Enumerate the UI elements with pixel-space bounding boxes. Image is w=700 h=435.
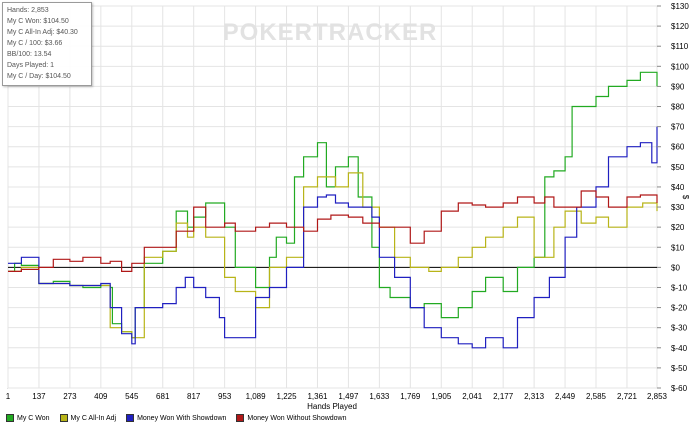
x-tick-label: 2,585 [586, 392, 607, 401]
x-tick-label: 273 [63, 392, 77, 401]
y-tick-label: $70 [671, 123, 685, 132]
y-tick-label: $50 [671, 163, 685, 172]
x-tick-label: 1 [6, 392, 11, 401]
legend-label: Money Won Without Showdown [247, 414, 347, 422]
x-tick-label: 1,497 [338, 392, 359, 401]
y-tick-label: $-40 [671, 344, 688, 353]
x-tick-label: 545 [125, 392, 139, 401]
x-tick-label: 1,225 [277, 392, 298, 401]
legend-swatch-with-showdown [126, 414, 135, 422]
y-tick-label: $30 [671, 203, 685, 212]
legend-swatch-my-c-won [6, 414, 14, 422]
x-tick-label: 953 [218, 392, 232, 401]
stats-days-played: Days Played: 1 [7, 62, 55, 69]
legend-label: My C All-In Adj [70, 414, 117, 422]
series-line-my-c-all-in-adj [8, 172, 658, 339]
legend-item-money-won-with-showdown[interactable]: Money Won With Showdown [126, 414, 226, 422]
x-tick-label: 1,089 [246, 392, 267, 401]
y-tick-label: $-20 [671, 304, 688, 313]
x-tick-label: 2,313 [524, 392, 545, 401]
x-tick-label: 1,769 [400, 392, 421, 401]
legend-swatch-my-c-all-in-adj [59, 414, 68, 422]
stats-per-day: My C / Day: $104.50 [7, 73, 71, 80]
y-tick-label: $90 [671, 82, 685, 91]
y-tick-label: $80 [671, 103, 685, 112]
legend-label: Money Won With Showdown [137, 414, 227, 422]
x-axis-title: Hands Played [307, 402, 357, 411]
x-tick-label: 1,905 [431, 392, 452, 401]
legend-item-money-won-without-showdown[interactable]: Money Won Without Showdown [236, 414, 347, 422]
x-tick-label: 409 [94, 392, 108, 401]
stats-hands: Hands: 2,853 [7, 7, 49, 14]
x-tick-label: 2,853 [647, 392, 668, 401]
x-tick-label: 137 [32, 392, 46, 401]
x-tick-label: 681 [156, 392, 170, 401]
stats-bb-100: BB/100: 13.54 [7, 51, 52, 58]
legend-label: My C Won [17, 414, 50, 422]
y-tick-label: $-30 [671, 324, 688, 333]
y-tick-label: $-10 [671, 283, 688, 292]
y-tick-label: $60 [671, 143, 685, 152]
legend: My C Won My C All-In Adj Money Won With … [6, 414, 347, 422]
x-tick-label: 2,177 [493, 392, 514, 401]
y-tick-labels: $130 $120 $110 $100 $90 $80 $70 $60 $50 $40 $30 $20… [657, 2, 689, 393]
x-tick-label: 1,633 [369, 392, 390, 401]
y-tick-label: $20 [671, 223, 685, 232]
series-line-money-won-without-showdown [8, 190, 658, 272]
x-tick-label: 1,361 [307, 392, 328, 401]
y-tick-label: $10 [671, 243, 685, 252]
watermark-text: POKERTRACKER [223, 19, 438, 46]
legend-swatch-without-showdown [236, 414, 245, 422]
y-tick-label: $-50 [671, 364, 688, 373]
y-tick-label: $-60 [671, 384, 688, 393]
y-tick-label: $40 [671, 183, 685, 192]
series-layer [8, 71, 658, 349]
stats-my-c-won: My C Won: $104.50 [7, 18, 69, 25]
y-tick-label: $120 [671, 22, 689, 31]
y-axis-title: $ [681, 195, 690, 200]
x-tick-label: 2,449 [555, 392, 576, 401]
stats-box: Hands: 2,853 My C Won: $104.50 My C All-… [2, 2, 92, 86]
x-tick-labels: 1 137 273 409 545 681 817 953 1,089 1,225 1,361 1,4… [6, 392, 668, 401]
x-tick-label: 2,721 [617, 392, 638, 401]
legend-item-my-c-won[interactable]: My C Won [6, 414, 50, 422]
stats-per-100: My C / 100: $3.66 [7, 40, 63, 47]
x-tick-label: 2,041 [462, 392, 483, 401]
y-tick-label: $110 [671, 42, 689, 51]
legend-item-my-c-all-in-adj[interactable]: My C All-In Adj [59, 414, 117, 422]
y-tick-label: $130 [671, 2, 689, 11]
series-line-money-won-with-showdown [8, 126, 658, 349]
plot-area [7, 5, 658, 389]
stats-all-in-adj: My C All-In Adj: $40.30 [7, 29, 78, 36]
y-tick-label: $100 [671, 62, 689, 71]
y-tick-label: $0 [671, 263, 680, 272]
x-tick-label: 817 [187, 392, 201, 401]
